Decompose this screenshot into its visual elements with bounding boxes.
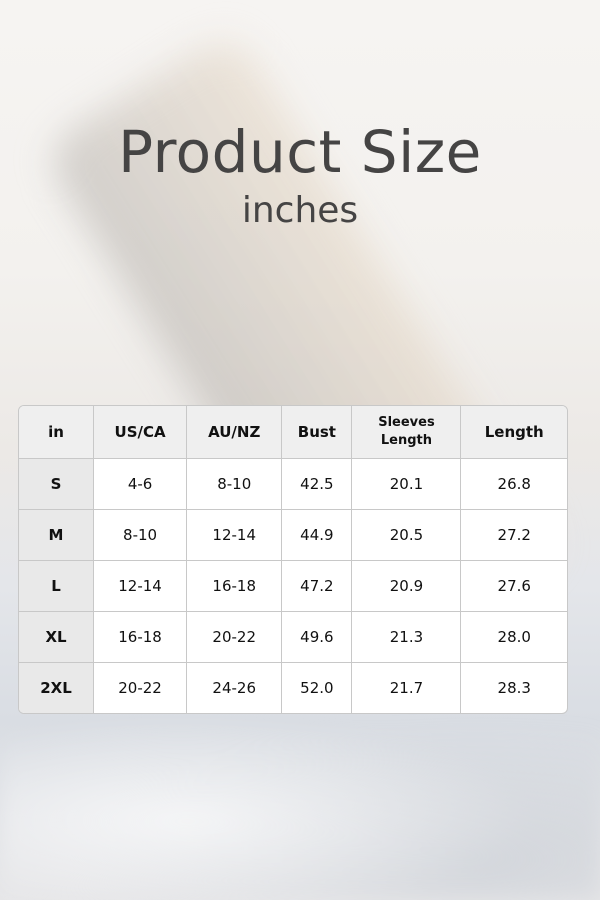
header-sleeves-length: Sleeves Length bbox=[352, 406, 462, 459]
table-cell: 16-18 bbox=[94, 612, 188, 663]
table-cell: 24-26 bbox=[187, 663, 283, 713]
table-row: S 4-6 8-10 42.5 20.1 26.8 bbox=[19, 459, 567, 510]
table-cell: 16-18 bbox=[187, 561, 283, 612]
size-label: S bbox=[19, 459, 94, 510]
table-cell: 20-22 bbox=[187, 612, 283, 663]
page-subtitle: inches bbox=[241, 190, 359, 231]
table-cell: 12-14 bbox=[94, 561, 188, 612]
table-cell: 21.7 bbox=[352, 663, 462, 713]
table-cell: 52.0 bbox=[282, 663, 353, 713]
page-title: Product Size bbox=[118, 118, 482, 186]
table-cell: 20.5 bbox=[352, 510, 462, 561]
header-au-nz: AU/NZ bbox=[187, 406, 283, 459]
table-row: XL 16-18 20-22 49.6 21.3 28.0 bbox=[19, 612, 567, 663]
header-bust: Bust bbox=[282, 406, 353, 459]
header-length: Length bbox=[461, 406, 567, 459]
header-us-ca: US/CA bbox=[94, 406, 188, 459]
table-cell: 8-10 bbox=[94, 510, 188, 561]
table-cell: 28.3 bbox=[497, 679, 531, 697]
table-cell: 20.9 bbox=[352, 561, 462, 612]
table-cell: 12-14 bbox=[187, 510, 283, 561]
table-cell: 49.6 bbox=[282, 612, 353, 663]
size-label: XL bbox=[19, 612, 94, 663]
size-label: M bbox=[19, 510, 94, 561]
table-cell: 27.2 bbox=[461, 510, 567, 561]
table-row: M 8-10 12-14 44.9 20.5 27.2 bbox=[19, 510, 567, 561]
table-cell: 26.8 bbox=[461, 459, 567, 510]
table-cell: 4-6 bbox=[94, 459, 188, 510]
table-cell: 8-10 bbox=[187, 459, 283, 510]
table-cell: 47.2 bbox=[282, 561, 353, 612]
table-cell: 42.5 bbox=[282, 459, 353, 510]
table-row: L 12-14 16-18 47.2 20.9 27.6 bbox=[19, 561, 567, 612]
table-cell: 44.9 bbox=[282, 510, 353, 561]
table-cell: 20.1 bbox=[352, 459, 462, 510]
size-table: in US/CA AU/NZ Bust Sleeves Length Lengt… bbox=[18, 405, 568, 714]
header-sleeves-length-text: Sleeves Length bbox=[378, 415, 435, 448]
header-in: in bbox=[19, 406, 94, 459]
table-cell: 21.3 bbox=[352, 612, 462, 663]
table-cell: 20-22 bbox=[94, 663, 188, 713]
table-row: 2XL 20-22 24-26 52.0 21.7 28.3 bbox=[19, 663, 567, 713]
size-label: L bbox=[19, 561, 94, 612]
header-row: in US/CA AU/NZ Bust Sleeves Length Lengt… bbox=[19, 406, 567, 459]
table-cell: 27.6 bbox=[461, 561, 567, 612]
table-cell: 28.0 bbox=[461, 612, 567, 663]
size-label: 2XL bbox=[19, 663, 94, 713]
background-clouds bbox=[0, 700, 600, 900]
